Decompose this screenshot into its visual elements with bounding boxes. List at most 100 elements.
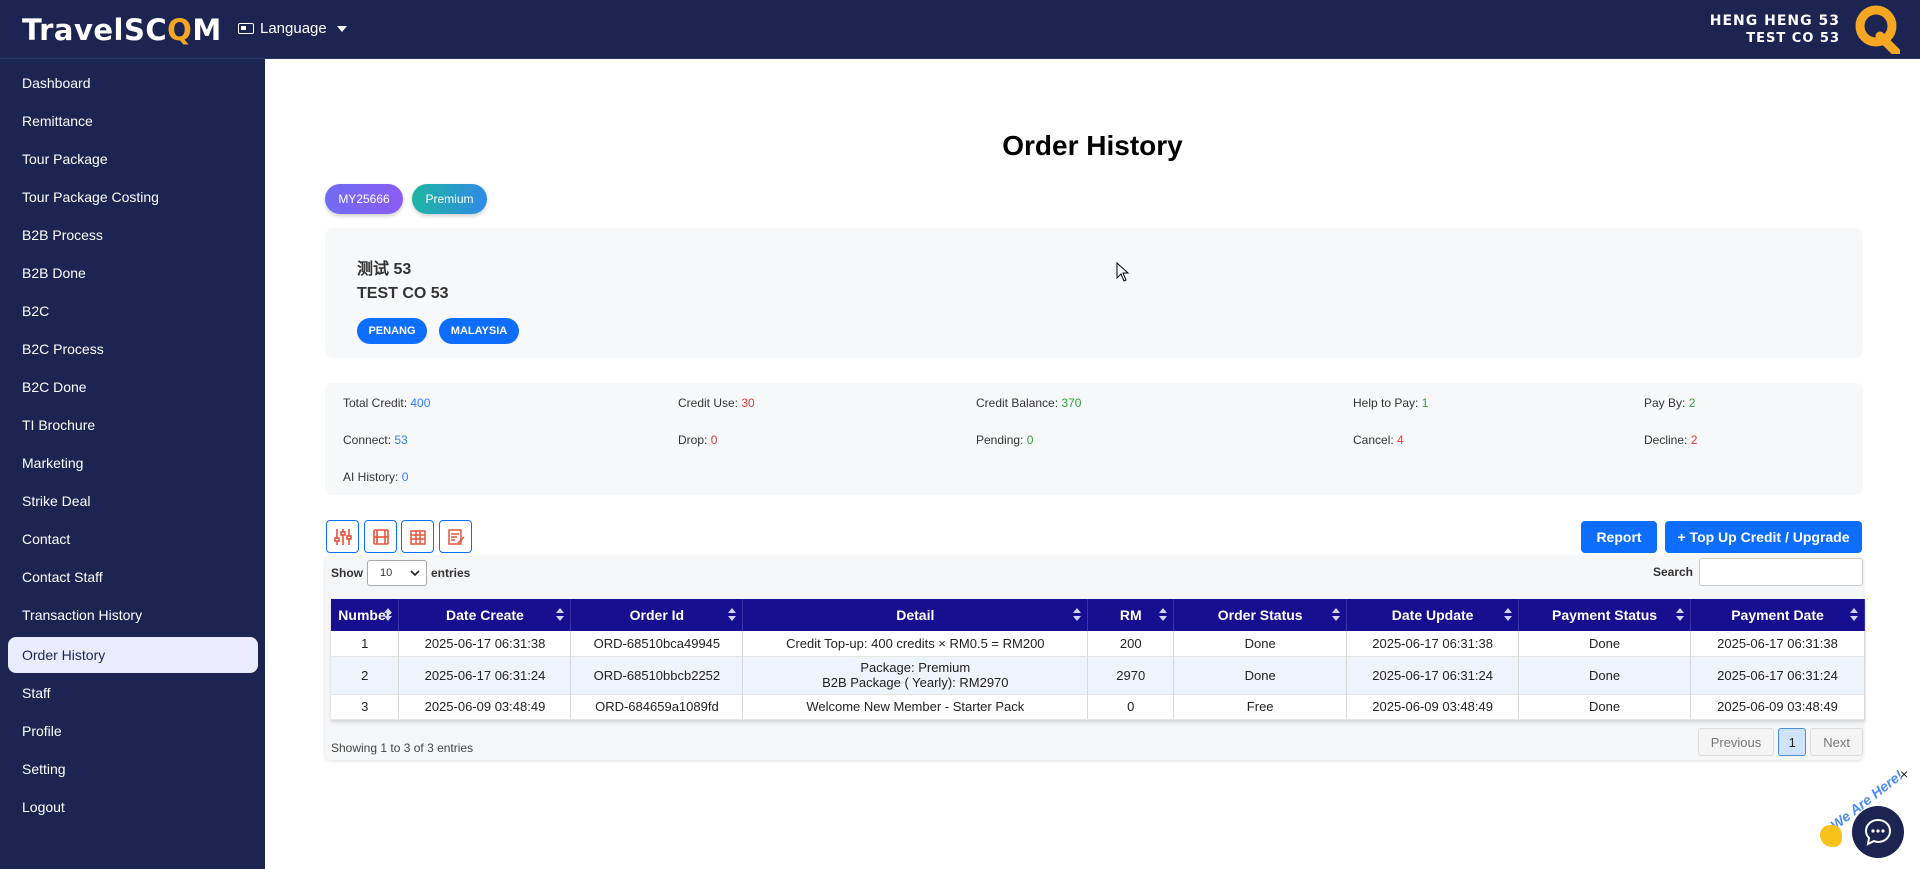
header-label: Date Create: [446, 607, 524, 623]
cell-payment-status: Done: [1518, 694, 1692, 720]
orders-table: Number Date Create Order Id Detail RM Or…: [331, 599, 1865, 720]
stat-value: 400: [410, 396, 431, 410]
pagination-page-1[interactable]: 1: [1778, 728, 1807, 756]
sidebar-item-staff[interactable]: Staff: [22, 685, 51, 701]
cell-payment-date: 2025-06-09 03:48:49: [1690, 694, 1865, 720]
table-row: 1 2025-06-17 06:31:38 ORD-68510bca49945 …: [331, 631, 1865, 657]
cell-rm: 0: [1087, 694, 1175, 720]
search-label: Search: [1652, 565, 1693, 579]
pagination: Previous 1 Next: [1697, 728, 1863, 756]
cell-number: 2: [331, 656, 400, 695]
filter-sliders-button[interactable]: [326, 520, 359, 553]
sidebar-item-dashboard[interactable]: Dashboard: [22, 75, 91, 91]
building-button[interactable]: [401, 520, 434, 553]
pagination-next[interactable]: Next: [1810, 728, 1863, 756]
column-header-date-create[interactable]: Date Create: [398, 599, 572, 631]
sort-icon: [1073, 608, 1082, 622]
sidebar-item-tour-package-costing[interactable]: Tour Package Costing: [22, 189, 159, 205]
sidebar-item-marketing[interactable]: Marketing: [22, 455, 84, 471]
detail-line: Package: Premium: [860, 660, 971, 675]
column-header-order-id[interactable]: Order Id: [570, 599, 744, 631]
header-label: Date Update: [1391, 607, 1474, 623]
sidebar-item-b2b-done[interactable]: B2B Done: [22, 265, 86, 281]
sort-icon: [1850, 608, 1858, 622]
column-header-number[interactable]: Number: [331, 599, 400, 631]
logo-text-start: TravelSC: [22, 13, 168, 47]
stat-label: AI History:: [343, 470, 399, 484]
cell-order-id: ORD-684659a1089fd: [570, 694, 744, 720]
column-header-rm[interactable]: RM: [1087, 599, 1175, 631]
user-info[interactable]: HENG HENG 53 TEST CO 53: [1710, 12, 1840, 48]
cell-detail: Package: Premium B2B Package ( Yearly): R…: [742, 656, 1089, 695]
location-badge-state: PENANG: [357, 318, 427, 344]
sidebar-item-b2b-process[interactable]: B2B Process: [22, 227, 103, 243]
pagination-previous[interactable]: Previous: [1697, 728, 1775, 756]
sidebar-item-b2c-done[interactable]: B2C Done: [22, 379, 87, 395]
cell-payment-date: 2025-06-17 06:31:38: [1690, 631, 1865, 657]
detail-line: Credit Top-up: 400 credits × RM0.5 = RM2…: [786, 635, 1045, 651]
cell-order-id: ORD-68510bbcb2252: [570, 656, 744, 695]
stat-help-to-pay: Help to Pay: 1: [1353, 396, 1428, 410]
sidebar-item-transaction-history[interactable]: Transaction History: [22, 607, 143, 623]
column-header-payment-status[interactable]: Payment Status: [1518, 599, 1692, 631]
chevron-down-icon: [410, 570, 420, 576]
search-input[interactable]: [1699, 558, 1863, 586]
header-label: Payment Date: [1731, 607, 1824, 623]
stat-value: 4: [1397, 433, 1404, 447]
stat-ai-history: AI History: 0: [343, 470, 408, 484]
sidebar-item-tour-package[interactable]: Tour Package: [22, 151, 108, 167]
stat-pending: Pending: 0: [976, 433, 1033, 447]
header-label: Detail: [896, 607, 935, 623]
table-info: Showing 1 to 3 of 3 entries: [331, 741, 474, 755]
brand-logo[interactable]: TravelSC Q M: [22, 12, 222, 48]
stat-decline: Decline: 2: [1644, 433, 1697, 447]
sort-icon: [556, 608, 565, 622]
detail-line: B2B Package ( Yearly): RM2970: [822, 675, 1009, 690]
stat-label: Help to Pay:: [1353, 396, 1419, 410]
column-header-date-update[interactable]: Date Update: [1346, 599, 1520, 631]
sidebar-item-b2c[interactable]: B2C: [22, 303, 50, 319]
top-up-credit-button[interactable]: + Top Up Credit / Upgrade: [1665, 521, 1862, 553]
q-logo-avatar-icon[interactable]: [1854, 4, 1900, 54]
column-header-payment-date[interactable]: Payment Date: [1690, 599, 1865, 631]
sidebar-item-remittance[interactable]: Remittance: [22, 113, 93, 129]
header-label: Payment Status: [1552, 607, 1658, 623]
sort-icon: [1676, 608, 1685, 622]
sort-icon: [1504, 608, 1513, 622]
column-header-order-status[interactable]: Order Status: [1173, 599, 1348, 631]
sidebar-item-logout[interactable]: Logout: [22, 799, 65, 815]
stat-value: 2: [1688, 396, 1696, 410]
stat-value: 1: [1421, 396, 1429, 410]
sidebar-item-ti-brochure[interactable]: TI Brochure: [22, 417, 96, 433]
chat-close-button[interactable]: ×: [1900, 766, 1909, 782]
sort-icon: [1332, 608, 1341, 622]
mouse-cursor-icon: [1116, 262, 1130, 282]
edit-note-button[interactable]: [439, 520, 472, 553]
language-dropdown[interactable]: Language: [238, 20, 347, 37]
stat-label: Connect:: [343, 433, 392, 447]
stat-label: Pay By:: [1644, 396, 1686, 410]
cell-order-status: Free: [1173, 694, 1348, 720]
sidebar-item-b2c-process[interactable]: B2C Process: [22, 341, 104, 357]
stat-value: 53: [394, 433, 408, 447]
page-size-select[interactable]: 10: [367, 560, 427, 586]
sidebar-item-profile[interactable]: Profile: [22, 723, 62, 739]
company-name-en: TEST CO 53: [357, 285, 449, 302]
sidebar-item-order-history[interactable]: Order History: [8, 637, 258, 673]
sidebar-item-setting[interactable]: Setting: [22, 761, 66, 777]
stat-total-credit: Total Credit: 400: [343, 396, 430, 410]
filter-sliders-icon: [333, 528, 352, 545]
edit-note-icon: [447, 528, 465, 545]
film-button[interactable]: [364, 520, 397, 553]
sidebar-item-strike-deal[interactable]: Strike Deal: [22, 493, 91, 509]
cell-payment-date: 2025-06-17 06:31:24: [1690, 656, 1865, 695]
cell-rm: 200: [1087, 631, 1175, 657]
sidebar-item-contact-staff[interactable]: Contact Staff: [22, 569, 103, 585]
stat-value: 370: [1061, 396, 1082, 410]
table-header-row: Number Date Create Order Id Detail RM Or…: [331, 599, 1865, 631]
column-header-detail[interactable]: Detail: [742, 599, 1089, 631]
table-search: Search: [1653, 558, 1863, 586]
chat-launcher-button[interactable]: [1852, 806, 1904, 858]
report-button[interactable]: Report: [1581, 521, 1657, 553]
sidebar-item-contact[interactable]: Contact: [22, 531, 71, 547]
